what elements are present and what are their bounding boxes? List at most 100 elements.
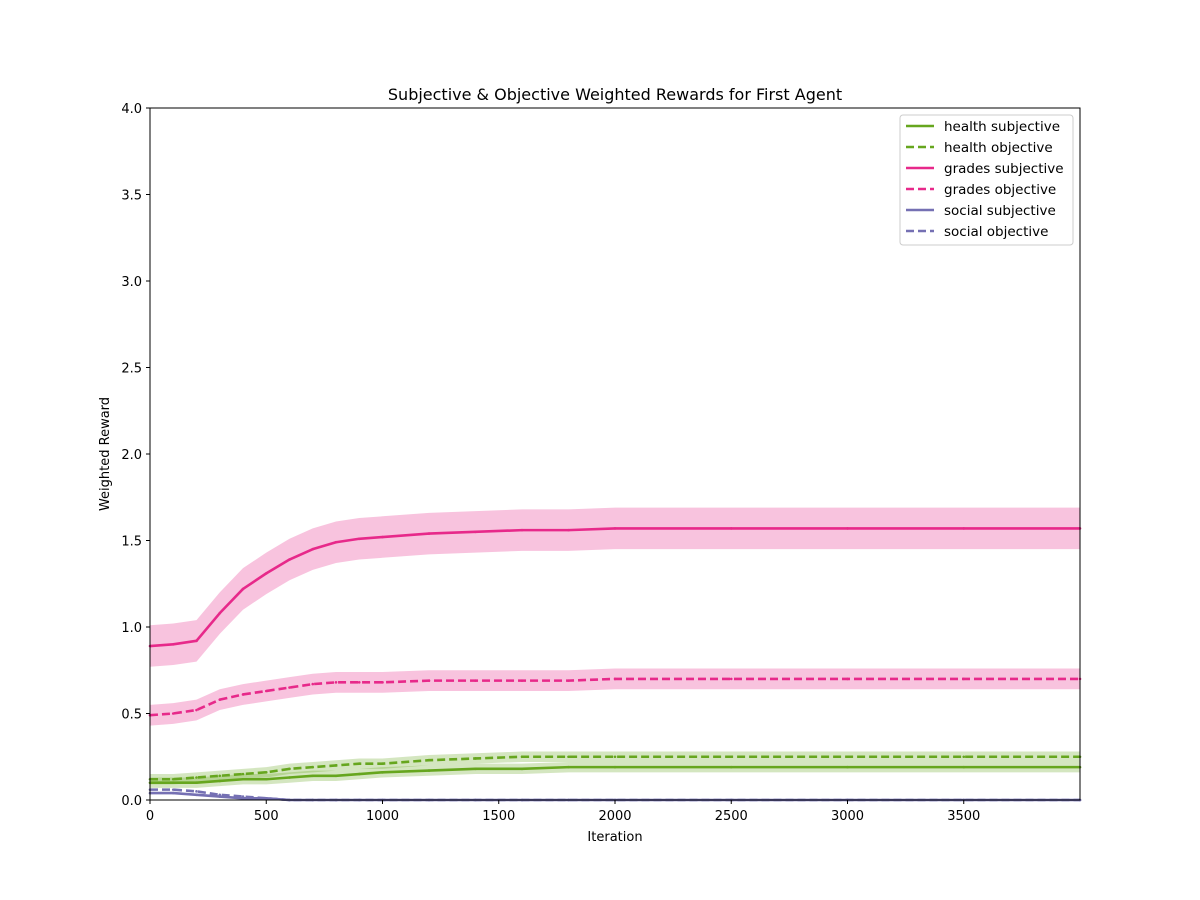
y-tick-label: 0.0 bbox=[121, 794, 142, 809]
series-band bbox=[150, 507, 1080, 667]
series-point bbox=[218, 611, 222, 615]
series-point bbox=[241, 693, 245, 696]
series-point bbox=[962, 755, 966, 759]
series-point bbox=[520, 767, 524, 771]
x-tick-label: 3500 bbox=[947, 809, 980, 824]
series-point bbox=[520, 679, 524, 682]
series-point bbox=[567, 765, 570, 769]
series-point bbox=[381, 762, 384, 765]
series-point bbox=[427, 532, 431, 535]
series-band bbox=[150, 751, 1080, 785]
y-tick-label: 1.5 bbox=[121, 535, 142, 550]
series-point bbox=[218, 774, 222, 778]
series-point bbox=[311, 765, 315, 769]
y-tick-label: 2.0 bbox=[121, 448, 142, 463]
series-point bbox=[729, 765, 733, 769]
series-point bbox=[171, 781, 175, 784]
x-axis-title: Iteration bbox=[587, 830, 642, 845]
series-point bbox=[218, 793, 222, 797]
series-line bbox=[149, 677, 1080, 717]
y-tick-label: 4.0 bbox=[121, 102, 142, 117]
series-point bbox=[613, 755, 617, 759]
series-point bbox=[171, 788, 175, 791]
series-point bbox=[846, 527, 849, 530]
x-tick-label: 3000 bbox=[831, 809, 864, 824]
series-point bbox=[357, 772, 361, 776]
series-point bbox=[427, 758, 431, 762]
series-point bbox=[729, 755, 733, 759]
series-point bbox=[381, 535, 384, 539]
series-point bbox=[357, 762, 361, 765]
series-point bbox=[729, 677, 733, 681]
series-point bbox=[264, 771, 268, 774]
series-point bbox=[171, 712, 175, 715]
series-point bbox=[195, 708, 198, 712]
series-point bbox=[264, 572, 268, 575]
series-point bbox=[567, 755, 570, 759]
series-point bbox=[264, 689, 268, 693]
y-axis: 0.0 0.5 1.0 1.5 2.0 2.5 3.0 3.5 4.0 bbox=[121, 102, 150, 809]
series-point bbox=[357, 537, 361, 541]
series-point bbox=[846, 755, 849, 759]
series-point bbox=[334, 764, 338, 767]
series-point bbox=[288, 686, 291, 689]
series-line bbox=[150, 755, 1080, 781]
series-point bbox=[427, 769, 431, 772]
legend-box bbox=[899, 114, 1074, 246]
y-axis-title: Weighted Reward bbox=[98, 397, 113, 511]
series-point bbox=[171, 777, 175, 781]
series-point bbox=[241, 587, 245, 591]
series-point bbox=[381, 681, 384, 684]
series-point bbox=[567, 528, 570, 532]
series-point bbox=[171, 643, 175, 646]
series-point bbox=[729, 527, 733, 530]
x-tick-label: 1000 bbox=[366, 809, 399, 824]
series-point bbox=[520, 528, 524, 532]
legend-label: grades subjective bbox=[944, 161, 1064, 177]
series-point bbox=[613, 527, 617, 530]
series-point bbox=[474, 679, 477, 682]
chart-title: Subjective & Objective Weighted Rewards … bbox=[388, 85, 842, 104]
series-point bbox=[241, 795, 245, 798]
x-tick-label: 2000 bbox=[598, 809, 631, 824]
series-point bbox=[195, 776, 198, 779]
legend-label: grades objective bbox=[944, 182, 1056, 198]
series-point bbox=[520, 755, 524, 759]
y-tick-label: 3.0 bbox=[121, 275, 142, 290]
x-tick-label: 1500 bbox=[482, 809, 515, 824]
series-point bbox=[195, 639, 198, 643]
series-point bbox=[613, 765, 617, 769]
series-line bbox=[150, 765, 1080, 784]
series-point bbox=[311, 547, 315, 551]
x-tick-label: 2500 bbox=[715, 809, 748, 824]
y-tick-label: 1.0 bbox=[121, 621, 142, 636]
series-point bbox=[218, 698, 222, 701]
series-point bbox=[195, 793, 198, 797]
series-point bbox=[474, 757, 477, 760]
series-point bbox=[264, 777, 268, 781]
series-point bbox=[474, 767, 477, 771]
series-point bbox=[311, 774, 315, 778]
series-point bbox=[962, 765, 966, 769]
series-point bbox=[474, 530, 477, 534]
x-tick-label: 500 bbox=[254, 809, 279, 824]
series-point bbox=[846, 765, 849, 769]
series-point bbox=[218, 779, 222, 783]
x-tick-label: 0 bbox=[146, 809, 154, 824]
series-point bbox=[846, 677, 849, 681]
series-point bbox=[334, 774, 338, 778]
legend-label: social objective bbox=[944, 224, 1048, 240]
series-point bbox=[334, 540, 338, 544]
series-point bbox=[241, 777, 245, 781]
series-point bbox=[381, 771, 384, 774]
series-point bbox=[567, 679, 570, 682]
y-tick-label: 2.5 bbox=[121, 362, 142, 377]
x-axis: 0 500 1000 1500 2000 2500 3000 3500 bbox=[146, 800, 980, 824]
series-point bbox=[962, 677, 966, 681]
legend-label: health subjective bbox=[944, 119, 1060, 135]
series-point bbox=[195, 790, 198, 793]
series-point bbox=[334, 681, 338, 684]
series-point bbox=[613, 677, 617, 681]
series-point bbox=[288, 767, 291, 771]
y-tick-label: 0.5 bbox=[121, 708, 142, 723]
